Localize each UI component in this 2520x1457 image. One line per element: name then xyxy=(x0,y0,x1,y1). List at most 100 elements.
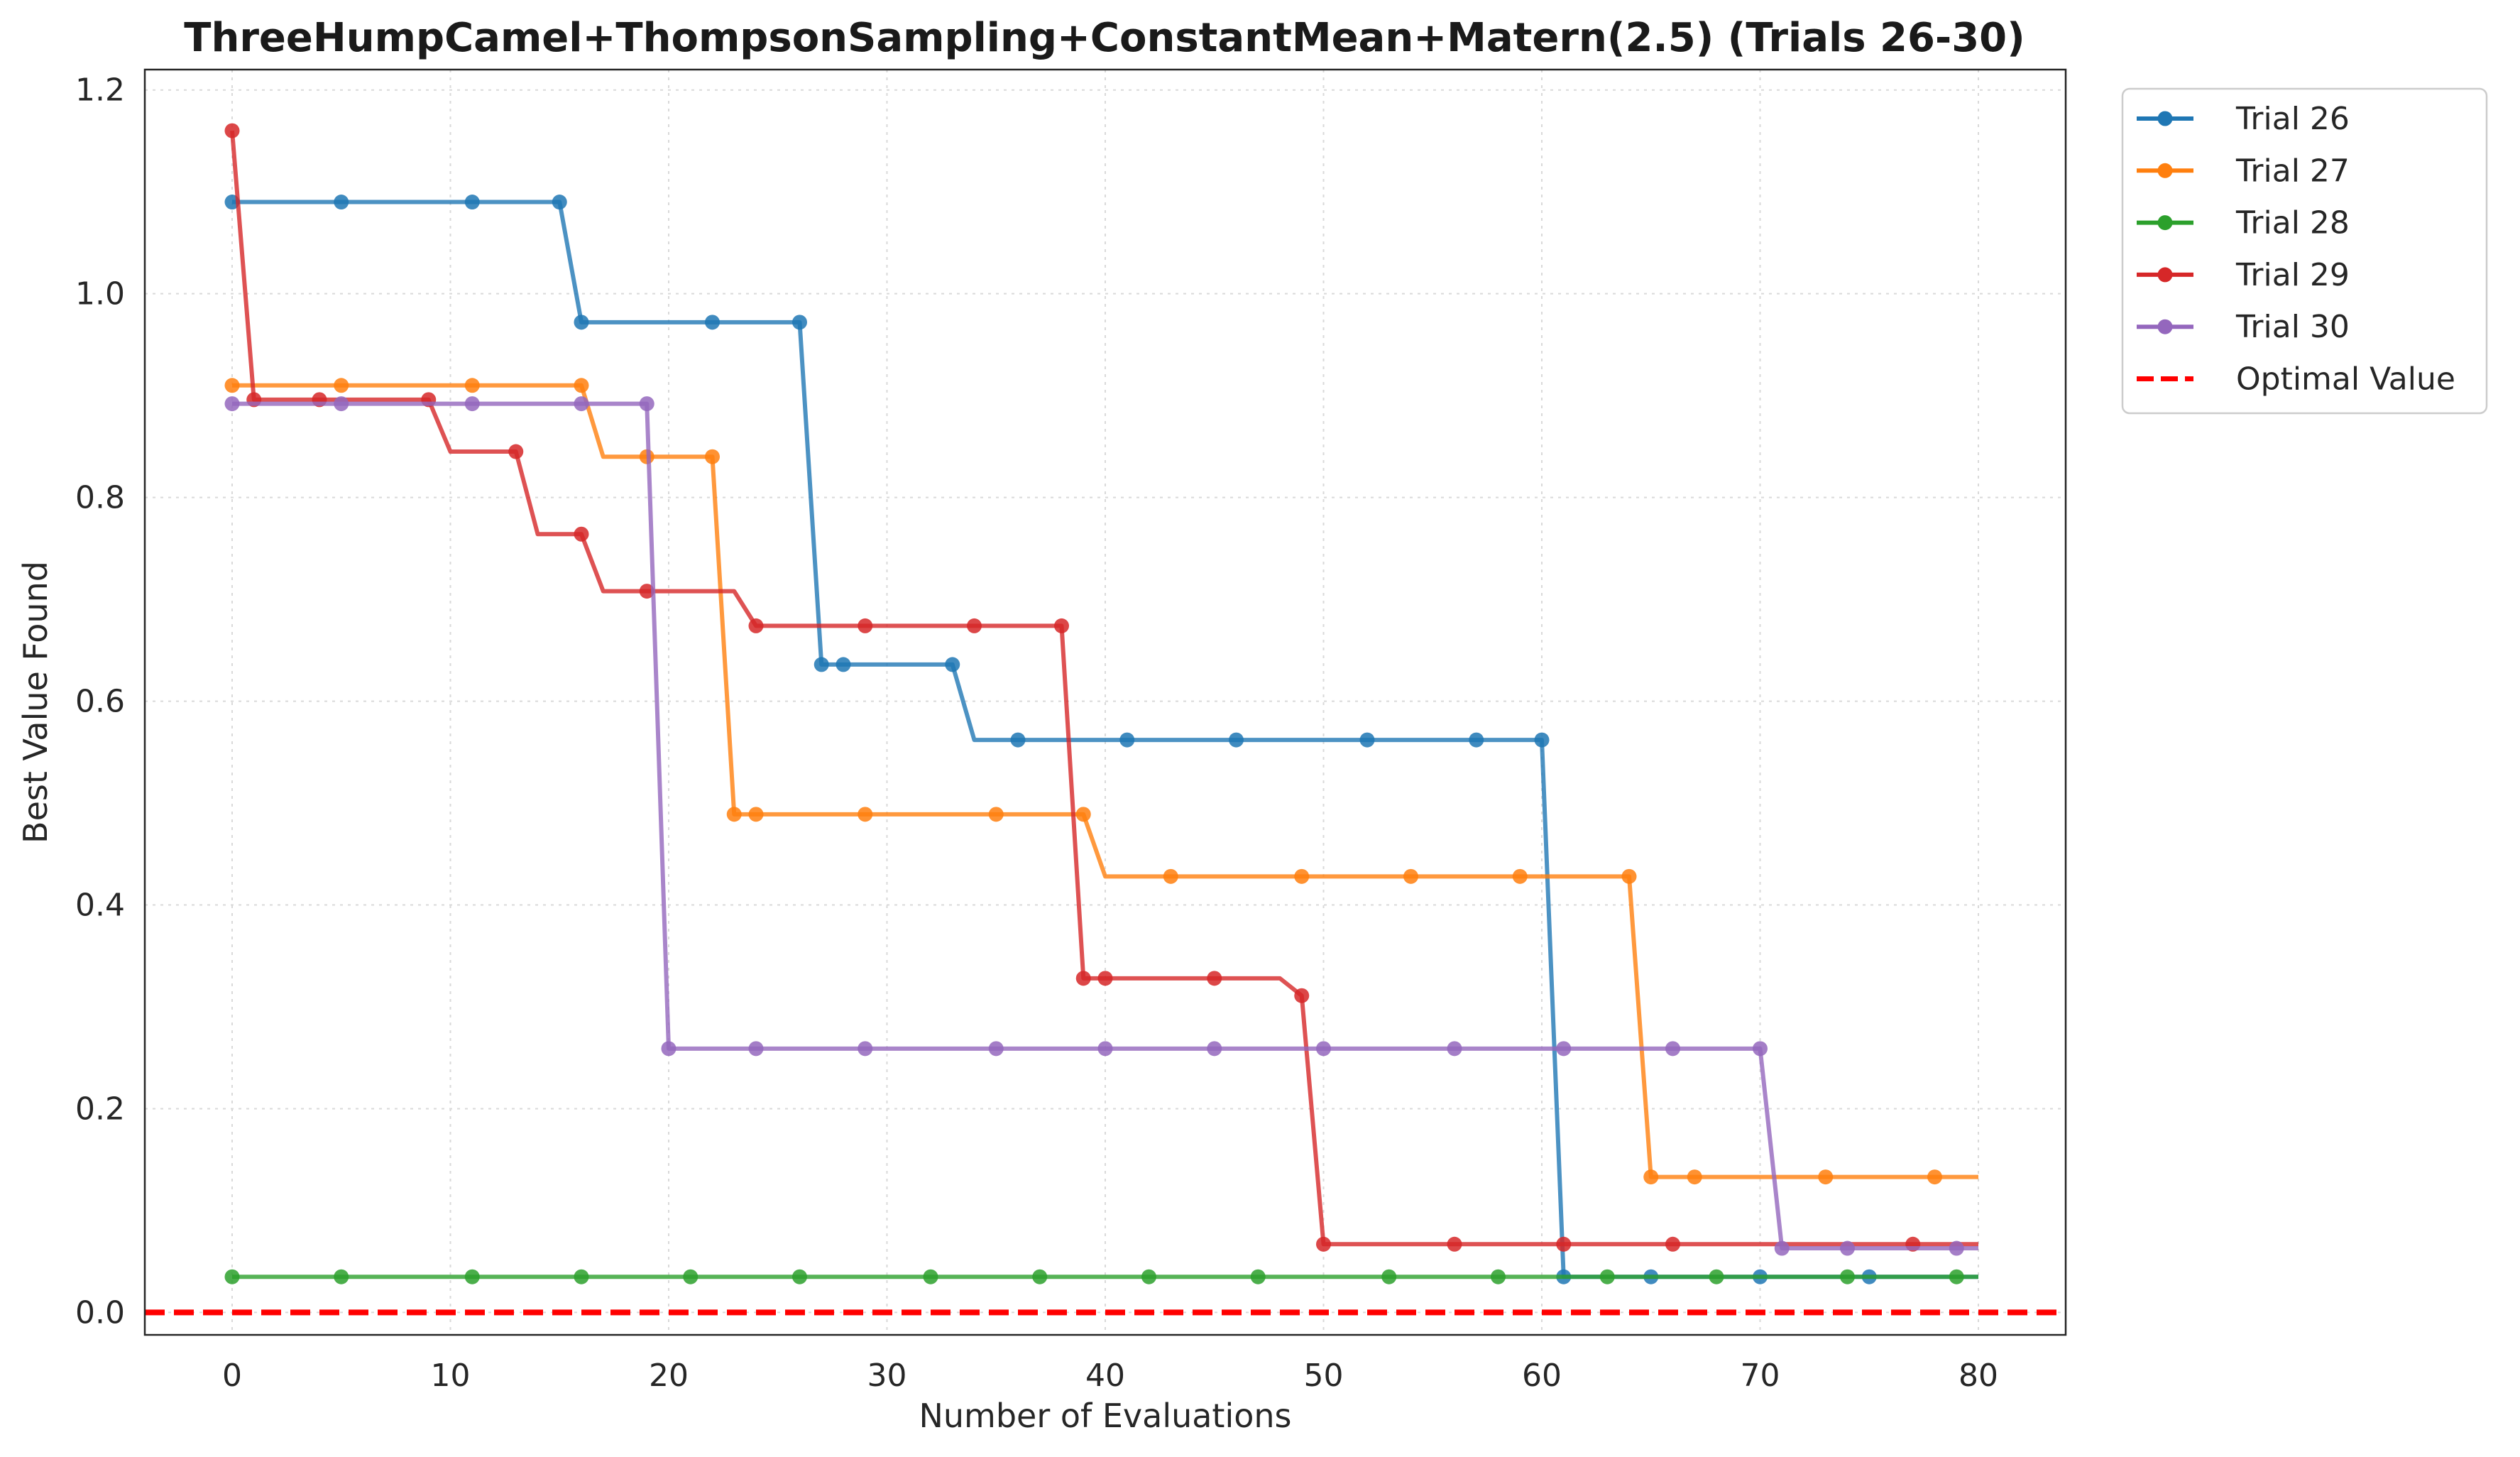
trial-26-point xyxy=(1359,732,1375,748)
trial-30-point xyxy=(1753,1041,1768,1057)
trial-26-point xyxy=(836,657,851,672)
trial-29-point xyxy=(574,526,589,542)
trial-27-point xyxy=(748,807,764,822)
x-tick-label: 0 xyxy=(222,1358,242,1394)
trial-30-point xyxy=(858,1041,873,1057)
trial-28-point xyxy=(574,1269,589,1284)
legend-label: Trial 26 xyxy=(2235,101,2350,137)
trial-26-point xyxy=(1010,732,1026,748)
legend-entry-trial-28: Trial 28 xyxy=(2137,205,2350,241)
x-tick-label: 50 xyxy=(1304,1358,1344,1394)
trial-30-point xyxy=(1840,1240,1855,1256)
trial-30-point xyxy=(1207,1041,1222,1057)
trial-27-point xyxy=(1294,868,1310,884)
legend-marker xyxy=(2157,215,2173,231)
trial-26-point xyxy=(945,657,960,672)
trial-27-point xyxy=(726,807,742,822)
axis-ticks: 0 10 20 30 40 50 60 70 80 0.0 0.2 0.4 0.6 0.8 1.0 1.2 xyxy=(75,72,1998,1394)
trial-26-point xyxy=(334,195,349,210)
trial-27-point xyxy=(705,449,720,464)
trial-28-point xyxy=(1491,1269,1506,1284)
chart-title: ThreeHumpCamel+ThompsonSampling+Constant… xyxy=(184,15,2025,61)
legend-label: Trial 27 xyxy=(2235,153,2350,189)
trial-28-point xyxy=(1599,1269,1615,1284)
trial-29-point xyxy=(1207,971,1222,986)
y-tick-label: 0.4 xyxy=(75,888,125,924)
trial-27-point xyxy=(1687,1169,1702,1185)
trial-30-point xyxy=(1447,1041,1462,1057)
legend-label: Trial 30 xyxy=(2235,309,2350,345)
legend-marker xyxy=(2157,163,2173,178)
trial-29-point xyxy=(748,618,764,633)
trial-29-point xyxy=(1556,1236,1572,1252)
trial-29-point xyxy=(858,618,873,633)
trial-27-point xyxy=(1075,807,1091,822)
trial-28-series xyxy=(224,1269,1978,1284)
trial-26-point xyxy=(574,315,589,330)
trial-29-point xyxy=(1665,1236,1680,1252)
legend-label: Trial 29 xyxy=(2235,257,2350,293)
y-axis-label: Best Value Found xyxy=(16,561,55,844)
x-tick-label: 40 xyxy=(1085,1358,1125,1394)
trial-27-series xyxy=(224,378,1978,1185)
y-tick-label: 0.6 xyxy=(75,684,125,720)
legend-label: Optimal Value xyxy=(2236,361,2455,398)
trial-30-point xyxy=(748,1041,764,1057)
trial-26-point xyxy=(705,315,720,330)
trial-28-point xyxy=(334,1269,349,1284)
trial-27-point xyxy=(1643,1169,1659,1185)
trial-28-point xyxy=(1949,1269,1964,1284)
trial-30-point xyxy=(574,396,589,412)
trial-29-point xyxy=(967,618,982,633)
trial-29-point xyxy=(639,584,654,599)
trial-29-line xyxy=(230,130,1978,1247)
trial-30-point xyxy=(1665,1041,1680,1057)
legend-marker xyxy=(2157,267,2173,283)
trial-28-point xyxy=(224,1269,240,1284)
trial-30-point xyxy=(988,1041,1004,1057)
trial-27-point xyxy=(1818,1169,1834,1185)
trial-26-point xyxy=(1119,732,1135,748)
trial-29-point xyxy=(224,123,240,138)
trial-27-point xyxy=(1403,868,1418,884)
legend-label: Trial 28 xyxy=(2235,205,2350,241)
trial-29-point xyxy=(1054,618,1069,633)
trial-29-point xyxy=(1097,971,1113,986)
y-tick-label: 0.0 xyxy=(75,1294,125,1331)
trial-28-point xyxy=(1381,1269,1397,1284)
trial-30-point xyxy=(1316,1041,1331,1057)
trial-26-point xyxy=(792,315,807,330)
trial-29-point xyxy=(1316,1236,1331,1252)
trial-30-point xyxy=(224,396,240,412)
trial-29-point xyxy=(1294,988,1310,1003)
legend-marker xyxy=(2157,319,2173,334)
legend-entry-trial-27: Trial 27 xyxy=(2137,153,2350,189)
trial-26-point xyxy=(552,195,567,210)
trial-29-point xyxy=(508,444,524,459)
legend-entry-optimal-value: Optimal Value xyxy=(2137,361,2455,398)
trial-26-point xyxy=(1469,732,1484,748)
trial-30-point xyxy=(1556,1041,1572,1057)
trial-27-point xyxy=(334,378,349,393)
trial-30-point xyxy=(661,1041,676,1057)
y-tick-label: 1.0 xyxy=(75,276,125,312)
trial-28-point xyxy=(1032,1269,1048,1284)
plot-frame xyxy=(143,68,2067,1336)
trial-30-point xyxy=(1949,1240,1964,1256)
x-tick-label: 30 xyxy=(867,1358,907,1394)
trial-28-point xyxy=(1709,1269,1724,1284)
legend: Trial 26 Trial 27 Trial 28 Trial 29 Trial 30… xyxy=(2121,87,2488,415)
trial-30-point xyxy=(464,396,480,412)
y-tick-label: 0.8 xyxy=(75,480,125,516)
trial-27-point xyxy=(1163,868,1178,884)
trial-26-point xyxy=(813,657,829,672)
trial-29-point xyxy=(1447,1236,1462,1252)
trial-28-point xyxy=(464,1269,480,1284)
trial-26-point xyxy=(1229,732,1244,748)
trial-27-point xyxy=(224,378,240,393)
legend-marker xyxy=(2157,111,2173,126)
x-tick-label: 80 xyxy=(1959,1358,1998,1394)
x-tick-label: 20 xyxy=(649,1358,689,1394)
trial-27-point xyxy=(988,807,1004,822)
trial-27-point xyxy=(1512,868,1528,884)
